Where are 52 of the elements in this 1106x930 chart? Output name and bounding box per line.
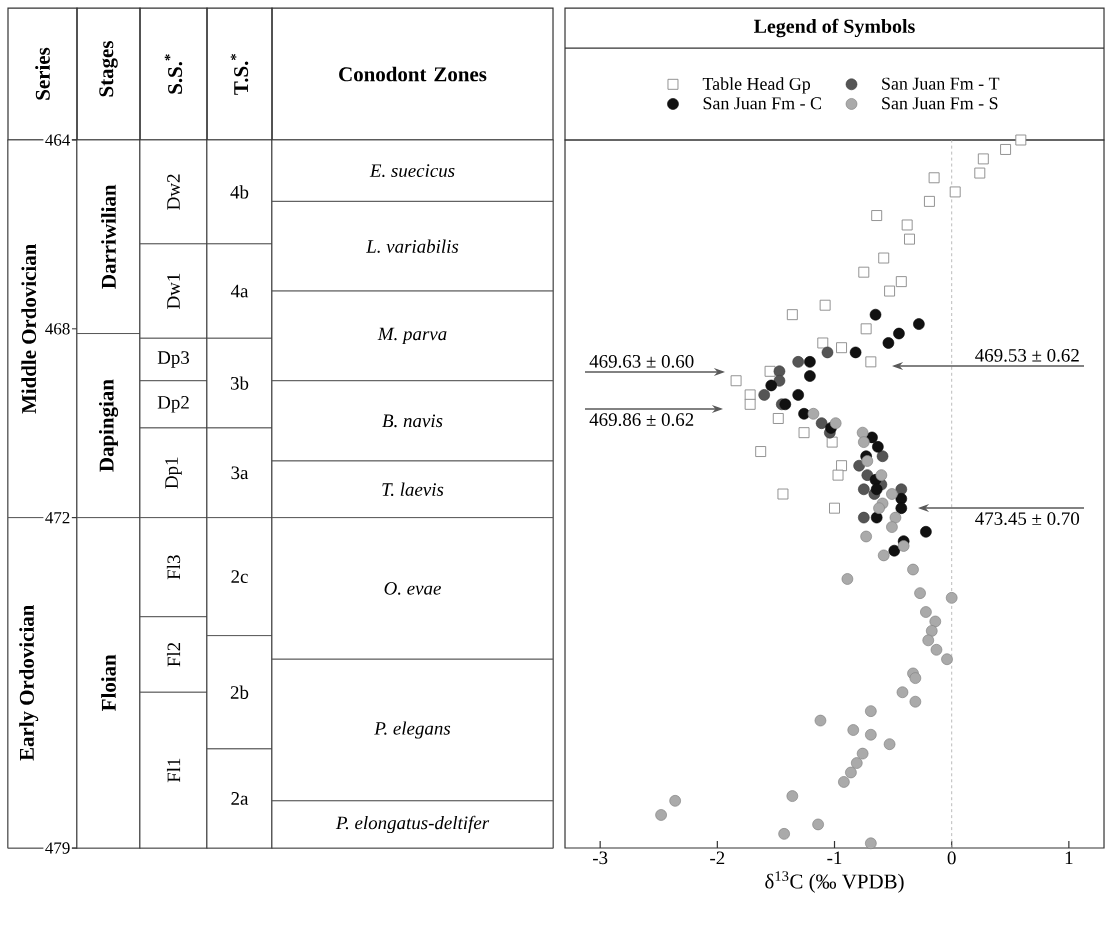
- legend-label: Table Head Gp: [702, 77, 811, 94]
- band-label: 4b: [230, 185, 249, 199]
- x-tick-label: Conodont Zones: [339, 66, 487, 82]
- y-tick-label: 472: [45, 512, 70, 524]
- band-label: 2c: [231, 570, 248, 583]
- legend-label: San Juan Fm - S: [882, 97, 998, 110]
- legend-label: San Juan Fm - T: [882, 77, 1000, 90]
- band-label: Floian: [101, 654, 116, 711]
- legend-label: San Juan Fm - C: [703, 97, 822, 110]
- band-label: Dp1: [165, 457, 182, 489]
- x-tick-label: 1: [1065, 851, 1073, 865]
- band-label: Fl1: [166, 758, 181, 783]
- band-label: Middle Ordovician: [21, 244, 37, 414]
- band-label: 2a: [231, 792, 249, 805]
- band-label: 3b: [230, 376, 249, 390]
- band-label: P. elegans: [374, 721, 451, 739]
- annotation: 469.86 ± 0.62: [589, 413, 694, 427]
- x-tick-label: S.S.$^{*}$: [164, 54, 183, 94]
- band-label: 2b: [230, 685, 249, 699]
- band-label: O. evae: [384, 582, 441, 595]
- band-label: Fl3: [166, 555, 181, 580]
- band-label: Fl2: [166, 642, 181, 667]
- x-tick-label: -2: [710, 851, 725, 865]
- band-label: Dw2: [167, 174, 180, 210]
- band-label: 4a: [230, 284, 249, 298]
- annotation: 473.45 ± 0.70: [975, 512, 1080, 526]
- y-tick-label: 464: [45, 134, 71, 146]
- legend-title: Legend of Symbols: [754, 18, 915, 38]
- band-label: M. parva: [377, 327, 447, 345]
- band-label: E. suecicus: [369, 164, 455, 178]
- y-tick-label: 479: [45, 842, 70, 854]
- band-label: B. navis: [382, 414, 443, 428]
- band-label: Dp3: [157, 351, 190, 368]
- band-label: Dapingian: [98, 379, 119, 472]
- annotation: 469.63 ± 0.60: [589, 354, 694, 368]
- band-label: Dp2: [157, 396, 189, 413]
- x-tick-label: 0: [947, 851, 956, 865]
- band-label: Early Ordovician: [19, 604, 39, 761]
- band-label: T. laevis: [382, 482, 444, 496]
- x-tick-label: -1: [827, 851, 842, 865]
- band-label: Darriwilian: [101, 184, 116, 289]
- x-tick-label: Series: [35, 47, 50, 100]
- band-label: Dw1: [167, 273, 180, 309]
- x-axis-title: δ$^{13}$C (‰ VPDB): [765, 871, 904, 893]
- annotation: 469.53 ± 0.62: [975, 348, 1079, 362]
- band-label: 3a: [231, 466, 249, 480]
- x-tick-label: Stages: [99, 41, 118, 97]
- x-tick-label: -3: [592, 851, 608, 865]
- y-tick-label: 468: [45, 323, 70, 335]
- x-tick-label: T.S.$^{*}$: [230, 53, 249, 95]
- band-label: P. elongatus-deltifer: [335, 815, 490, 834]
- band-label: L. variabilis: [366, 239, 459, 253]
